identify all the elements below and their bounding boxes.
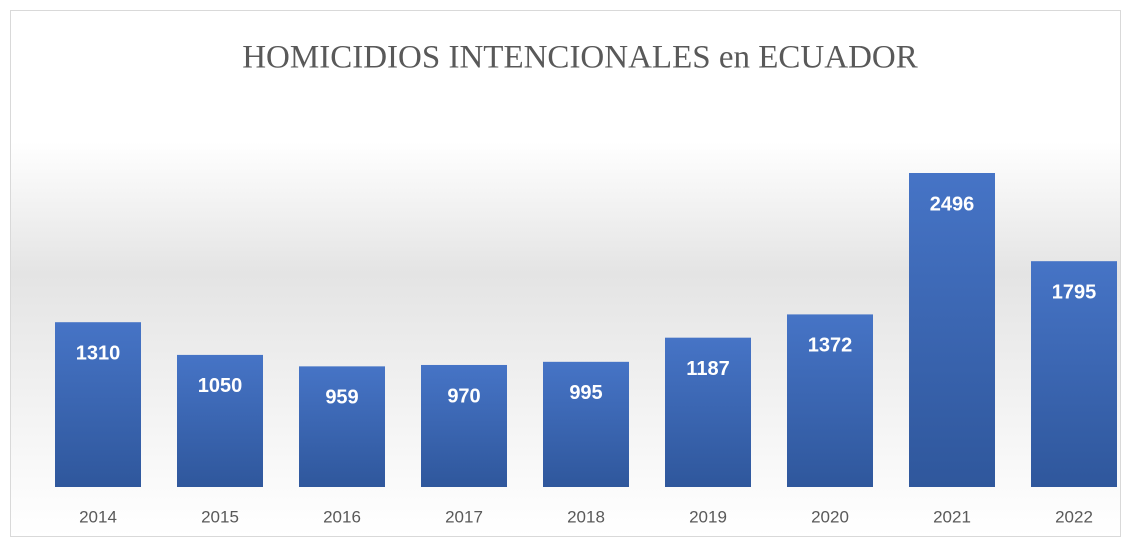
x-tick-label: 2019 [689,507,727,526]
bar [55,322,141,487]
data-label: 1187 [686,358,729,380]
x-tick-label: 2018 [567,507,605,526]
x-tick-label: 2022 [1055,507,1093,526]
bar [909,173,995,487]
bar [787,314,873,487]
bar [421,364,507,487]
data-label: 970 [447,385,480,407]
data-label: 2496 [930,193,975,215]
data-label: 1795 [1052,281,1097,303]
x-tick-label: 2015 [201,507,239,526]
x-tick-label: 2020 [811,507,849,526]
data-label: 1372 [808,335,853,357]
data-label: 1050 [198,375,243,397]
x-tick-label: 2016 [323,507,361,526]
chart-title: HOMICIDIOS INTENCIONALES en ECUADOR [242,40,918,76]
bar [543,361,629,487]
bar [1031,261,1117,487]
bar [177,354,263,487]
x-tick-label: 2017 [445,507,483,526]
x-tick-label: 2014 [79,507,117,526]
x-tick-label: 2021 [933,507,971,526]
data-label: 959 [325,387,358,409]
bar [299,366,385,487]
data-label: 995 [569,382,602,404]
bar [665,337,751,487]
data-label: 1310 [76,342,121,364]
